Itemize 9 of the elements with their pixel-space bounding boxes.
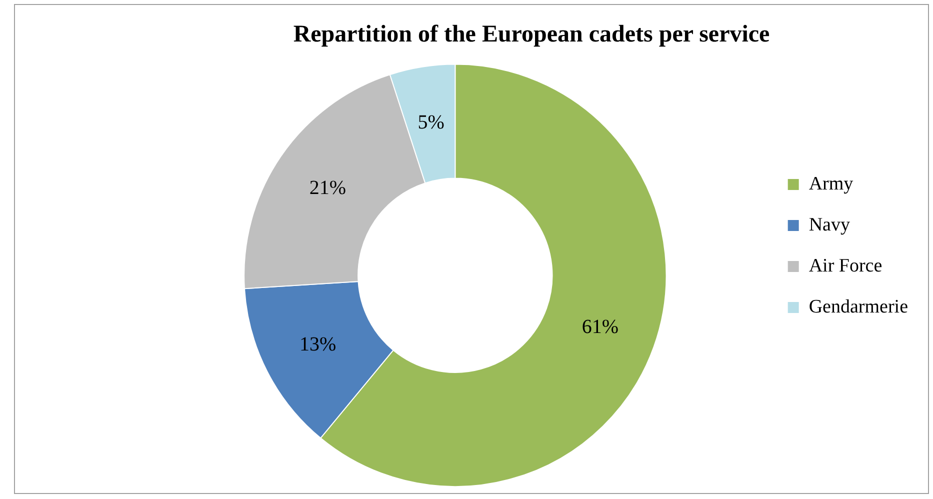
data-label: 13%: [300, 334, 336, 356]
legend-label: Navy: [808, 214, 850, 236]
legend-label: Army: [808, 173, 854, 194]
data-label: 21%: [309, 177, 346, 200]
chart-title: Repartition of the European cadets per service: [293, 22, 770, 48]
data-label: 61%: [582, 316, 618, 338]
data-label: 5%: [418, 111, 444, 134]
legend-label: Air Force: [808, 255, 882, 276]
legend-label: Gendarmerie: [808, 296, 908, 318]
